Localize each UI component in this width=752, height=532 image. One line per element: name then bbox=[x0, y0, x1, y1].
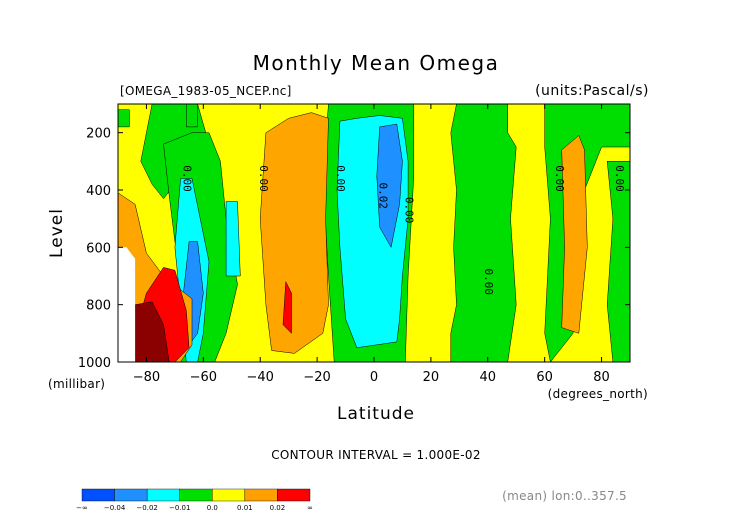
x-tick-label: 20 bbox=[423, 370, 440, 385]
contour-label: 0.00 bbox=[553, 165, 566, 192]
colorbar-label: −∞ bbox=[76, 504, 88, 512]
missing-data-region bbox=[118, 247, 136, 362]
x-tick-label: −40 bbox=[247, 370, 274, 385]
colorbar-swatch bbox=[114, 488, 148, 502]
x-tick-label: −60 bbox=[190, 370, 217, 385]
colorbar-label: −0.02 bbox=[136, 504, 157, 512]
x-tick-label: 40 bbox=[480, 370, 497, 385]
y-tick-label: 800 bbox=[86, 299, 111, 314]
contour-label: 0.00 bbox=[257, 165, 270, 192]
y-tick-label: 200 bbox=[86, 127, 111, 142]
colorbar-swatch bbox=[81, 488, 115, 502]
contour-region-green bbox=[117, 109, 130, 128]
contour-region-orange bbox=[561, 135, 588, 334]
contour-region-green bbox=[186, 103, 198, 128]
colorbar-label: 0.0 bbox=[207, 504, 218, 512]
colorbar-swatch bbox=[244, 488, 278, 502]
colorbar-swatch bbox=[212, 488, 246, 502]
contour-label: 0.00 bbox=[482, 268, 495, 295]
y-axis-label: Level bbox=[47, 208, 67, 258]
colorbar-swatch bbox=[179, 488, 213, 502]
mean-note: (mean) lon:0..357.5 bbox=[502, 489, 627, 503]
y-axis-ticks: 200 400 600 800 1000 bbox=[78, 127, 630, 371]
x-axis-ticks: −80 −60 −40 −20 0 20 40 60 80 bbox=[133, 104, 610, 385]
colorbar: −∞ −0.04 −0.02 −0.01 0.0 0.01 0.02 ∞ bbox=[76, 488, 313, 512]
chart-title: Monthly Mean Omega bbox=[253, 51, 500, 75]
colorbar-label: 0.02 bbox=[270, 504, 286, 512]
y-tick-label: 1000 bbox=[78, 356, 111, 371]
colorbar-label: −0.04 bbox=[104, 504, 126, 512]
y-axis-units: (millibar) bbox=[48, 377, 105, 391]
colorbar-label: ∞ bbox=[307, 504, 313, 512]
contour-region-orange bbox=[259, 112, 329, 354]
x-tick-label: 0 bbox=[370, 370, 378, 385]
contour-region-green bbox=[450, 103, 517, 363]
contour-region-cyan bbox=[225, 201, 241, 277]
contour-fill-layer bbox=[117, 103, 631, 363]
units-label: (units:Pascal/s) bbox=[535, 83, 649, 99]
x-axis-units: (degrees_north) bbox=[548, 387, 648, 401]
x-tick-label: 60 bbox=[536, 370, 553, 385]
colorbar-label: 0.01 bbox=[237, 504, 253, 512]
contour-label: 0.02 bbox=[377, 182, 390, 209]
contour-label: 0.00 bbox=[334, 165, 347, 192]
y-tick-label: 400 bbox=[86, 184, 111, 199]
contour-label: 0.00 bbox=[613, 165, 626, 192]
contour-region-red bbox=[282, 280, 292, 334]
x-tick-label: −80 bbox=[133, 370, 160, 385]
contour-region-blue bbox=[376, 123, 403, 249]
contour-label: 0.00 bbox=[402, 197, 415, 224]
contour-label: 0.00 bbox=[180, 165, 193, 192]
y-tick-label: 600 bbox=[86, 241, 111, 256]
x-axis-label: Latitude bbox=[337, 404, 415, 424]
file-label: [OMEGA_1983-05_NCEP.nc] bbox=[120, 84, 292, 98]
colorbar-swatch bbox=[277, 488, 311, 502]
contour-label-layer: 0.00 0.00 0.00 0.02 0.00 0.00 0.00 0.00 bbox=[180, 165, 625, 295]
x-tick-label: −20 bbox=[303, 370, 330, 385]
x-tick-label: 80 bbox=[593, 370, 610, 385]
colorbar-label: −0.01 bbox=[169, 504, 190, 512]
colorbar-swatch bbox=[146, 488, 180, 502]
contour-interval-note: CONTOUR INTERVAL = 1.000E-02 bbox=[271, 448, 481, 462]
